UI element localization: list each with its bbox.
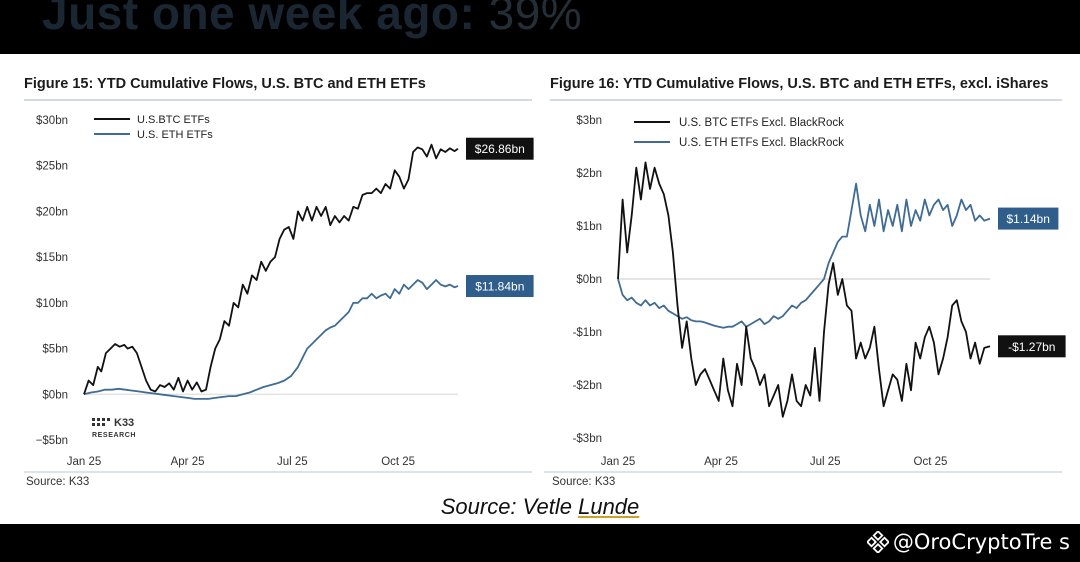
binance-diamond-icon (866, 531, 889, 553)
x-tick-label: Jan 25 (67, 456, 102, 468)
figure-16-title: Figure 16: YTD Cumulative Flows, U.S. BT… (550, 76, 1049, 92)
y-tick-label: $10bn (36, 298, 68, 310)
y-tick-label: $15bn (36, 252, 68, 264)
caption-author-link[interactable]: Lunde (578, 494, 640, 519)
x-tick-label: Jan 25 (601, 456, 636, 468)
figure-15-chart: $30bn $25bn $20bn $15bn $10bn $5bn $0bn −$5bn J… (24, 99, 534, 473)
k33-logo: K33 RESEARCH (92, 417, 136, 439)
y-tick-label: $20bn (36, 206, 68, 218)
btc-series-line (617, 161, 991, 418)
caption-prefix: Source: Vetle (440, 494, 579, 519)
eth-series-line (83, 279, 459, 400)
charts-panel: Figure 15: YTD Cumulative Flows, U.S. BT… (0, 54, 1080, 524)
bottom-bar: @OroCryptoTre s (0, 524, 1080, 562)
eth-end-label: $1.14bn (1007, 212, 1050, 226)
figure-16-source: Source: K33 (552, 476, 616, 488)
y-tick-label: −$5bn (36, 435, 68, 447)
y-tick-label: $30bn (36, 115, 68, 127)
eth-end-label: $11.84bn (475, 280, 524, 294)
x-tick-label: Oct 25 (914, 456, 948, 468)
btc-end-label: -$1.27bn (1008, 340, 1055, 354)
figure-15: Figure 15: YTD Cumulative Flows, U.S. BT… (0, 54, 540, 524)
watermark: @OroCryptoTre s (866, 530, 1070, 554)
x-tick-label: Apr 25 (171, 456, 205, 468)
headline-banner: Just one week ago: 39% (0, 0, 1080, 54)
y-tick-label: $25bn (36, 161, 68, 173)
btc-series-line (83, 143, 459, 395)
x-tick-label: Jul 25 (277, 456, 308, 468)
eth-end-label-box (466, 275, 534, 298)
btc-end-label-box (998, 335, 1066, 358)
figure-15-source: Source: K33 (26, 476, 90, 488)
source-caption: Source: Vetle Lunde (0, 494, 1080, 524)
headline-value: 39% (488, 0, 583, 39)
figure-16: Figure 16: YTD Cumulative Flows, U.S. BT… (540, 54, 1080, 524)
y-tick-label: $0bn (42, 389, 68, 401)
legend-btc-label: U.S.BTC ETFs (137, 114, 210, 126)
x-tick-label: Apr 25 (704, 456, 738, 468)
btc-end-label: $26.86bn (475, 142, 525, 156)
svg-text:RESEARCH: RESEARCH (92, 432, 136, 439)
x-tick-label: Jul 25 (810, 456, 841, 468)
y-tick-label: $1bn (576, 221, 602, 233)
y-tick-label: $5bn (42, 344, 68, 356)
x-tick-label: Oct 25 (381, 456, 415, 468)
y-tick-label: -$1bn (573, 327, 602, 339)
eth-series-line (617, 182, 991, 329)
y-tick-label: $2bn (576, 168, 602, 180)
headline-text: Just one week ago: 39% (42, 0, 582, 40)
y-tick-label: $3bn (576, 115, 602, 127)
legend-eth-label: U.S. ETH ETFs (137, 129, 213, 141)
watermark-handle: @OroCryptoTre s (892, 530, 1070, 554)
legend-eth-exbr-label: U.S. ETH ETFs Excl. BlackRock (679, 137, 844, 149)
btc-end-label-box (466, 137, 534, 160)
svg-text:K33: K33 (114, 417, 134, 429)
eth-end-label-box (998, 207, 1059, 230)
headline-main: Just one week ago: (42, 0, 476, 39)
y-tick-label: $0bn (576, 274, 602, 286)
y-tick-label: -$3bn (573, 433, 602, 445)
figure-16-chart: $3bn $2bn $1bn $0bn -$1bn -$2bn -$3bn Jan 25 Ap… (544, 99, 1066, 473)
legend-btc-exbr-label: U.S. BTC ETFs Excl. BlackRock (679, 117, 844, 129)
figure-15-title: Figure 15: YTD Cumulative Flows, U.S. BT… (24, 76, 426, 92)
y-tick-label: -$2bn (573, 380, 602, 392)
